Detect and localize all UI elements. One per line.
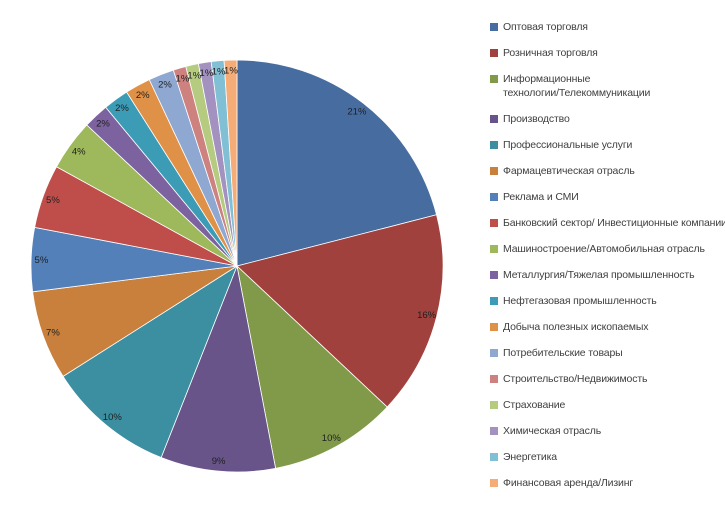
legend-item-label: Машиностроение/Автомобильная отрасль: [503, 242, 705, 255]
legend-color-swatch: [490, 192, 498, 201]
legend-item-14: Строительство/Недвижимость: [490, 373, 725, 387]
legend-color-swatch: [490, 478, 498, 487]
legend-color-swatch: [490, 140, 498, 149]
legend-item-label: Потребительские товары: [503, 346, 623, 359]
legend-item-15: Страхование: [490, 399, 725, 413]
legend-item-8: Банковский сектор/ Инвестиционные компан…: [490, 217, 725, 231]
legend-item-10: Металлургия/Тяжелая промышленность: [490, 269, 725, 283]
legend-item-16: Химическая отрасль: [490, 425, 725, 439]
legend-color-swatch: [490, 270, 498, 279]
legend-color-swatch: [490, 296, 498, 305]
legend-item-11: Нефтегазовая промышленность: [490, 295, 725, 309]
pie-slice-4: [160, 264, 277, 473]
legend-item-6: Фармацевтическая отрасль: [490, 165, 725, 179]
legend-item-7: Реклама и СМИ: [490, 191, 725, 205]
pie-percent-label: 1%: [224, 66, 238, 77]
legend-item-2: Розничная торговля: [490, 47, 725, 61]
legend-color-swatch: [490, 218, 498, 227]
legend: Оптовая торговля Розничная торговля Информ…: [490, 21, 725, 503]
pie-slice-1: [236, 59, 438, 267]
legend-item-label: Информационные технологии/Телекоммуникац…: [503, 73, 651, 99]
pie-slice-5: [62, 265, 238, 459]
pie-slice-3: [236, 264, 388, 469]
pie-percent-label: 2%: [115, 103, 129, 114]
legend-item-label: Банковский сектор/ Инвестиционные компан…: [503, 216, 725, 229]
legend-item-18: Финансовая аренда/Лизинг: [490, 477, 725, 491]
legend-item-label: Розничная торговля: [503, 47, 598, 59]
legend-item-label: Оптовая торговля: [503, 21, 588, 33]
legend-color-swatch: [490, 374, 498, 383]
legend-item-label: Нефтегазовая промышленность: [503, 294, 657, 307]
legend-item-label: Профессиональные услуги: [503, 138, 633, 151]
legend-color-swatch: [490, 49, 498, 57]
legend-color-swatch: [490, 322, 498, 331]
pie-percent-label: 1%: [200, 68, 214, 79]
pie-percent-label: 10%: [322, 433, 342, 444]
pie-percent-label: 2%: [96, 119, 110, 130]
pie-percent-label: 16%: [417, 310, 437, 321]
pie-percent-label: 1%: [212, 67, 226, 78]
legend-item-label: Энергетика: [503, 450, 557, 463]
pie-percent-label: 7%: [46, 328, 60, 339]
legend-color-swatch: [490, 348, 498, 357]
pie-percent-label: 5%: [35, 255, 49, 266]
legend-item-13: Потребительские товары: [490, 347, 725, 361]
pie-slice-2: [236, 214, 444, 408]
legend-item-3: Информационные технологии/Телекоммуникац…: [490, 73, 725, 100]
legend-item-label: Металлургия/Тяжелая промышленность: [503, 268, 695, 281]
pie-percent-label: 21%: [347, 107, 367, 118]
legend-color-swatch: [490, 452, 498, 461]
legend-item-label: Добыча полезных ископаемых: [503, 320, 649, 333]
legend-color-swatch: [490, 23, 498, 31]
legend-item-4: Производство: [490, 113, 725, 127]
legend-item-label: Реклама и СМИ: [503, 190, 579, 203]
legend-item-5: Профессиональные услуги: [490, 139, 725, 153]
legend-item-label: Строительство/Недвижимость: [503, 372, 648, 385]
legend-color-swatch: [490, 244, 498, 253]
legend-color-swatch: [490, 114, 498, 123]
pie-slice-18: [223, 59, 238, 267]
pie-percent-label: 1%: [187, 70, 201, 81]
pie-percent-label: 10%: [103, 412, 123, 423]
legend-item-9: Машиностроение/Автомобильная отрасль: [490, 243, 725, 257]
legend-item-label: Производство: [503, 112, 570, 125]
legend-color-swatch: [490, 75, 498, 83]
legend-color-swatch: [490, 400, 498, 409]
pie-percent-label: 4%: [72, 146, 86, 157]
pie-percent-label: 2%: [136, 90, 150, 101]
legend-item-label: Фармацевтическая отрасль: [503, 164, 635, 177]
legend-item-label: Страхование: [503, 398, 566, 411]
legend-item-17: Энергетика: [490, 451, 725, 465]
legend-item-12: Добыча полезных ископаемых: [490, 321, 725, 335]
legend-color-swatch: [490, 166, 498, 175]
pie-percent-label: 9%: [212, 456, 226, 467]
legend-item-1: Оптовая торговля: [490, 21, 725, 35]
legend-item-label: Химическая отрасль: [503, 424, 602, 437]
pie-percent-label: 5%: [46, 195, 60, 206]
pie-percent-label: 1%: [176, 73, 190, 84]
pie-percent-label: 2%: [158, 79, 172, 90]
legend-item-label: Финансовая аренда/Лизинг: [503, 476, 634, 489]
legend-color-swatch: [490, 426, 498, 435]
